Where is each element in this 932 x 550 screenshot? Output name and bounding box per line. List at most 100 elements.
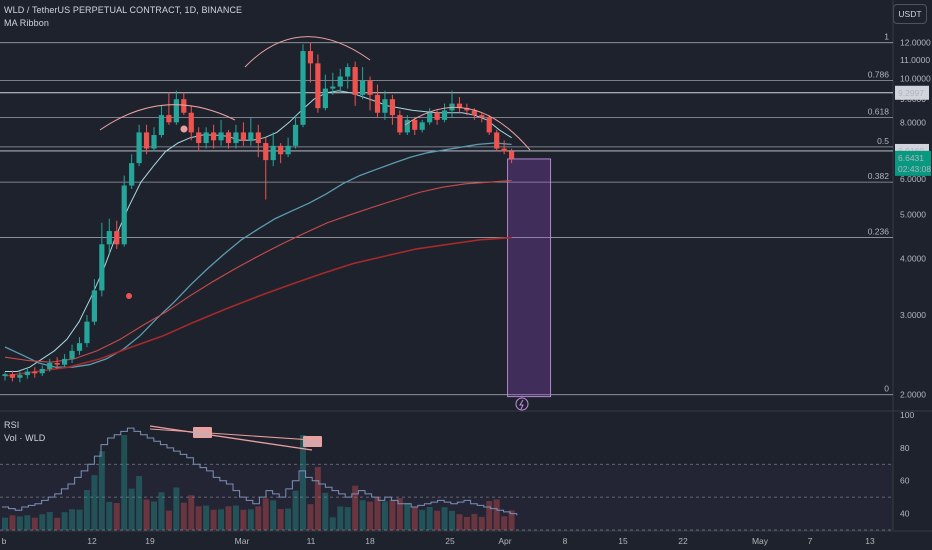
candle-body: [248, 132, 254, 141]
volume-bar: [106, 501, 113, 530]
candle-body: [270, 145, 276, 161]
candle-body: [434, 112, 440, 120]
volume-bar: [463, 516, 470, 530]
volume-bar: [389, 499, 396, 530]
candle-body: [136, 132, 142, 164]
volume-bar: [247, 509, 254, 530]
candle-body: [456, 103, 463, 109]
candle-body: [360, 80, 366, 95]
time-axis-tick: 11: [307, 536, 316, 546]
volume-bar: [374, 497, 381, 530]
bear-label: Bear: [303, 437, 321, 447]
candle-body: [76, 343, 83, 351]
volume-bar: [426, 507, 433, 530]
volume-bar: [225, 506, 232, 530]
time-axis-tick: May: [752, 536, 769, 546]
candle-body: [374, 94, 381, 113]
volume-bar: [2, 517, 8, 530]
volume-bar: [441, 507, 448, 530]
candle-body: [345, 67, 351, 77]
rsi-label[interactable]: RSI: [4, 420, 20, 430]
candle-body: [62, 358, 68, 365]
candle-body: [389, 99, 395, 116]
fib-ratio-label: 0: [884, 384, 889, 394]
volume-label[interactable]: Vol · WLD: [4, 433, 46, 443]
price-tag-high-bg: [895, 85, 929, 100]
volume-bar: [151, 501, 157, 530]
candle-body: [91, 290, 97, 322]
candle-body: [255, 132, 261, 144]
candle-body: [285, 145, 291, 155]
time-axis-tick: 18: [365, 536, 375, 546]
price-axis-tick: 2.0000: [900, 390, 926, 400]
volume-bar: [136, 476, 143, 530]
time-axis-tick: 12: [87, 536, 97, 546]
ma-line-slow: [4, 179, 512, 363]
candle-body: [121, 185, 127, 245]
last-price-label: 6.6431: [898, 153, 924, 163]
time-axis-tick: 13: [865, 536, 875, 546]
volume-bar: [471, 513, 478, 530]
candle-body: [412, 119, 418, 130]
volume-bar: [218, 509, 225, 530]
rsi-line: [2, 427, 518, 516]
candle-body: [352, 67, 358, 95]
candle-body: [292, 124, 299, 146]
shoulder-arc-left: [99, 104, 236, 131]
rsi-axis-tick: 100: [900, 410, 914, 420]
volume-bar: [493, 499, 500, 530]
volume-bar: [232, 505, 239, 530]
candle-body: [233, 132, 239, 144]
volume-bar: [69, 509, 76, 530]
candle-body: [9, 374, 16, 378]
volume-bar: [508, 510, 515, 530]
volume-bar: [210, 509, 217, 530]
price-axis-tick: 11.0000: [900, 55, 930, 65]
time-axis-tick: Apr: [498, 536, 511, 546]
fib-ratio-label: 0.236: [868, 227, 890, 237]
candle-body: [225, 132, 232, 144]
countdown-label: 02:43:08: [898, 164, 931, 174]
bear-label-bg: [193, 427, 212, 438]
time-axis-tick: b: [2, 536, 7, 546]
volume-bar: [277, 509, 284, 530]
fib-ratio-label: 0.5: [877, 136, 889, 146]
candle-body: [337, 76, 343, 87]
candle-body: [441, 110, 448, 120]
price-axis-tick: 3.0000: [900, 310, 926, 320]
time-axis-tick: 25: [445, 536, 455, 546]
volume-bar: [329, 517, 336, 530]
candle-body: [397, 115, 403, 133]
price-axis-tick: 8.0000: [900, 117, 926, 127]
candle-body: [188, 112, 194, 133]
candle-body: [263, 143, 269, 161]
candle-body: [404, 119, 410, 133]
volume-bar: [203, 505, 210, 530]
marker-dot: [126, 293, 132, 299]
candle-body: [382, 99, 388, 113]
volume-bar: [61, 512, 68, 530]
candle-body: [2, 374, 8, 376]
volume-bar: [165, 510, 172, 530]
fib-ratio-label: 0.618: [868, 106, 890, 116]
volume-bar: [188, 495, 195, 530]
volume-bar: [54, 517, 61, 530]
time-axis-tick: 22: [678, 536, 688, 546]
volume-bar: [456, 514, 463, 530]
symbol-title: WLD / TetherUS PERPETUAL CONTRACT, 1D, B…: [4, 5, 243, 15]
candle-body: [24, 371, 30, 376]
price-axis-tick: 6.0000: [900, 174, 926, 184]
candle-body: [427, 112, 433, 123]
price-axis-tick: 12.0000: [900, 38, 931, 48]
candle-body: [211, 132, 217, 141]
volume-bar: [337, 506, 344, 530]
volume-bar: [404, 502, 411, 530]
candle-body: [419, 122, 425, 130]
ma-line-slowest: [4, 236, 512, 377]
indicator-label[interactable]: MA Ribbon: [4, 18, 49, 28]
volume-bar: [83, 490, 90, 530]
bear-label: Bear: [193, 428, 211, 438]
volume-bar: [359, 500, 366, 530]
projection-box: [507, 158, 552, 398]
